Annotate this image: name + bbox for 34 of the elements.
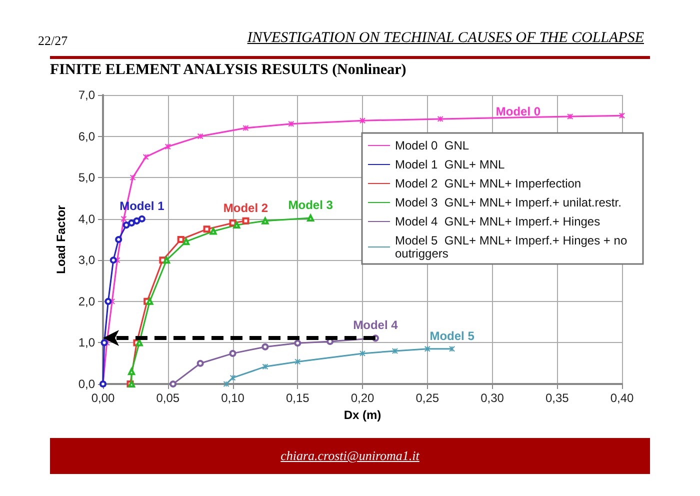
chart-title: FINITE ELEMENT ANALYSIS RESULTS (Nonlinear) bbox=[50, 62, 406, 79]
legend-label: Model 4 GNL+ MNL+ Imperf.+ Hinges bbox=[395, 214, 600, 228]
annotation: Model 2 bbox=[223, 200, 268, 215]
y-tick-label: 2,0 bbox=[78, 294, 96, 308]
text: 22/27 bbox=[38, 33, 68, 49]
legend-label: Model 5 GNL+ MNL+ Imperf.+ Hinges + no outriggers bbox=[395, 234, 630, 260]
y-tick-label: 6,0 bbox=[78, 129, 96, 144]
x-axis-title: Dx (m) bbox=[344, 408, 382, 422]
x-tick-label: 0,10 bbox=[221, 391, 245, 405]
x-tick-label: 0,15 bbox=[286, 391, 310, 405]
legend-label: Model 3 GNL+ MNL+ Imperf.+ unilat.restr. bbox=[395, 196, 622, 210]
y-tick-label: 5,0 bbox=[78, 170, 96, 185]
legend-label: Model 0 GNL bbox=[395, 138, 470, 152]
annotation: Model 3 bbox=[288, 198, 334, 212]
y-tick-label: 0,0 bbox=[78, 377, 96, 391]
y-tick-label: 4,0 bbox=[78, 212, 96, 226]
legend-label: Model 1 GNL+ MNL bbox=[395, 158, 506, 172]
annotation: Model 0 bbox=[496, 104, 541, 119]
chart-subtitle: INVESTIGATION ON TECHINAL CAUSES OF THE COLLAPSE bbox=[247, 30, 644, 47]
x-tick-label: 0,35 bbox=[545, 391, 570, 405]
annotation: Model 5 bbox=[430, 328, 475, 343]
x-tick-label: 0,25 bbox=[416, 391, 440, 405]
text: chiara.crosti@uniroma1.it bbox=[280, 448, 421, 464]
x-tick-label: 0,40 bbox=[610, 391, 634, 405]
x-tick-label: 0,20 bbox=[350, 391, 374, 405]
y-tick-label: 1,0 bbox=[78, 336, 96, 350]
y-axis-title: Load Factor bbox=[54, 204, 68, 274]
x-tick-label: 0,05 bbox=[156, 391, 180, 405]
x-tick-label: 0,30 bbox=[480, 391, 504, 405]
y-tick-label: 3,0 bbox=[78, 253, 96, 268]
x-tick-label: 0,00 bbox=[91, 391, 115, 405]
legend-label: Model 2 GNL+ MNL+ Imperfection bbox=[395, 176, 582, 190]
annotation: Model 4 bbox=[353, 318, 398, 332]
y-tick-label: 7,0 bbox=[78, 88, 96, 102]
